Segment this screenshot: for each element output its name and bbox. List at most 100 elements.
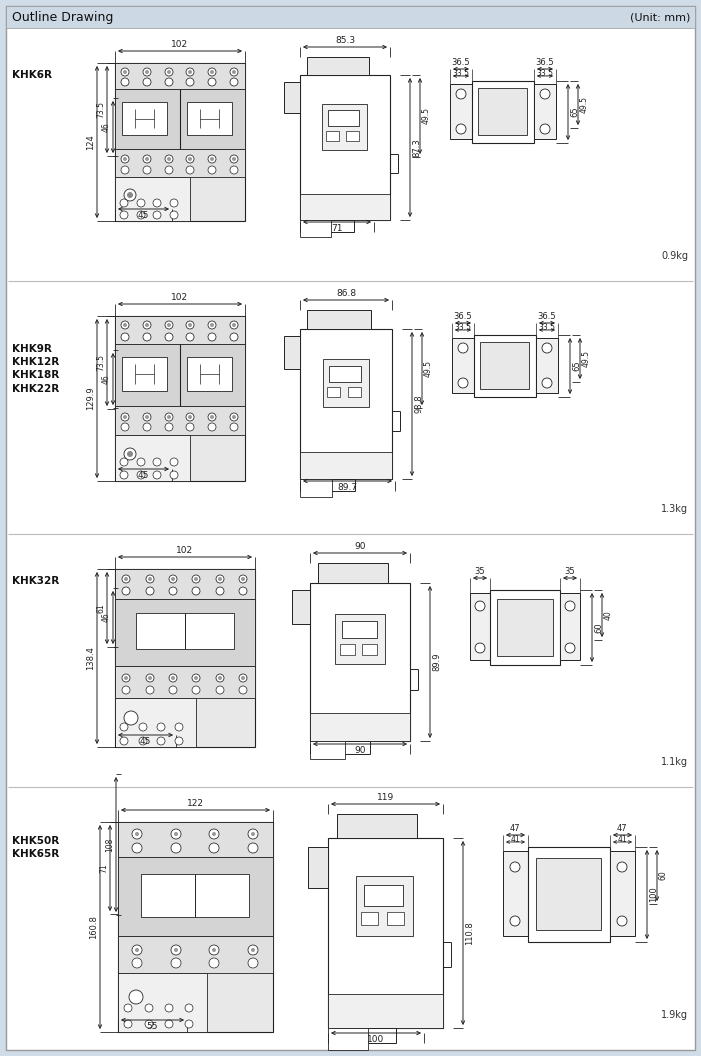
Circle shape: [137, 458, 145, 466]
Bar: [339, 1027, 396, 1043]
Text: 33.5: 33.5: [536, 69, 554, 78]
Circle shape: [186, 321, 194, 329]
Bar: [300, 220, 331, 237]
Bar: [328, 838, 443, 1027]
Text: 102: 102: [172, 293, 189, 302]
Circle shape: [186, 155, 194, 163]
Bar: [323, 359, 369, 407]
Text: 49.5: 49.5: [422, 108, 431, 125]
Circle shape: [216, 587, 224, 595]
Bar: [534, 84, 556, 139]
Text: 46: 46: [102, 122, 111, 132]
Bar: [470, 593, 490, 660]
Circle shape: [137, 199, 145, 207]
Circle shape: [123, 157, 127, 161]
Text: 47: 47: [510, 824, 520, 833]
Bar: [536, 857, 601, 930]
Bar: [364, 885, 403, 906]
Circle shape: [475, 601, 485, 611]
Circle shape: [209, 843, 219, 853]
Circle shape: [153, 471, 161, 479]
Text: 0.9kg: 0.9kg: [661, 251, 688, 261]
Circle shape: [208, 166, 216, 174]
Circle shape: [120, 723, 128, 731]
Circle shape: [124, 711, 138, 725]
Circle shape: [210, 70, 214, 74]
Bar: [300, 452, 392, 479]
Circle shape: [230, 333, 238, 341]
Text: 1.1kg: 1.1kg: [661, 757, 688, 767]
Circle shape: [216, 686, 224, 694]
Circle shape: [124, 577, 128, 581]
Circle shape: [121, 321, 129, 329]
Text: 100: 100: [367, 1035, 385, 1044]
Bar: [300, 194, 390, 220]
Bar: [118, 857, 273, 936]
Bar: [187, 357, 232, 391]
Circle shape: [120, 458, 128, 466]
Text: 45: 45: [138, 471, 149, 480]
Text: 36.5: 36.5: [451, 58, 470, 67]
Text: 49.5: 49.5: [580, 96, 589, 113]
Bar: [528, 847, 610, 942]
Circle shape: [185, 1020, 193, 1027]
Circle shape: [143, 321, 151, 329]
Text: 41: 41: [617, 835, 627, 844]
Text: 33.5: 33.5: [538, 323, 555, 332]
Circle shape: [216, 674, 224, 682]
Text: 85.3: 85.3: [335, 36, 355, 45]
Text: 45: 45: [139, 737, 151, 746]
Circle shape: [475, 643, 485, 653]
Circle shape: [208, 423, 216, 431]
Text: 60: 60: [659, 870, 668, 881]
Bar: [310, 741, 345, 759]
Bar: [115, 316, 245, 344]
Bar: [536, 338, 558, 393]
Circle shape: [145, 1004, 153, 1012]
Circle shape: [192, 576, 200, 583]
Circle shape: [456, 124, 466, 134]
Bar: [141, 874, 249, 917]
Circle shape: [174, 832, 178, 836]
Text: 89.7: 89.7: [337, 483, 358, 492]
Bar: [478, 88, 527, 135]
Text: KHK9R
KHK12R
KHK18R
KHK22R: KHK9R KHK12R KHK18R KHK22R: [12, 344, 60, 394]
Circle shape: [212, 948, 216, 953]
Circle shape: [124, 448, 136, 460]
Text: 35: 35: [475, 567, 485, 576]
Circle shape: [165, 1004, 173, 1012]
Bar: [490, 590, 560, 665]
Circle shape: [127, 192, 133, 199]
Bar: [136, 612, 234, 649]
Text: 46: 46: [102, 374, 111, 384]
Text: 1.3kg: 1.3kg: [661, 504, 688, 514]
Circle shape: [169, 587, 177, 595]
Circle shape: [192, 674, 200, 682]
Circle shape: [218, 577, 222, 581]
Circle shape: [132, 958, 142, 968]
Text: 138.4: 138.4: [86, 646, 95, 670]
Circle shape: [208, 155, 216, 163]
Circle shape: [208, 78, 216, 86]
Circle shape: [132, 945, 142, 955]
Circle shape: [167, 415, 171, 419]
Circle shape: [127, 451, 133, 457]
Circle shape: [165, 68, 173, 76]
Bar: [356, 876, 413, 936]
Circle shape: [122, 576, 130, 583]
Circle shape: [135, 948, 139, 953]
Circle shape: [186, 166, 194, 174]
Circle shape: [232, 157, 236, 161]
Bar: [328, 1027, 368, 1050]
Circle shape: [165, 333, 173, 341]
Text: 65: 65: [570, 107, 579, 117]
Text: 55: 55: [147, 1022, 158, 1031]
Bar: [560, 593, 580, 660]
Circle shape: [135, 832, 139, 836]
Bar: [337, 814, 417, 838]
Circle shape: [188, 415, 192, 419]
Bar: [115, 89, 245, 149]
Bar: [309, 479, 355, 491]
Bar: [329, 366, 361, 382]
Circle shape: [169, 686, 177, 694]
